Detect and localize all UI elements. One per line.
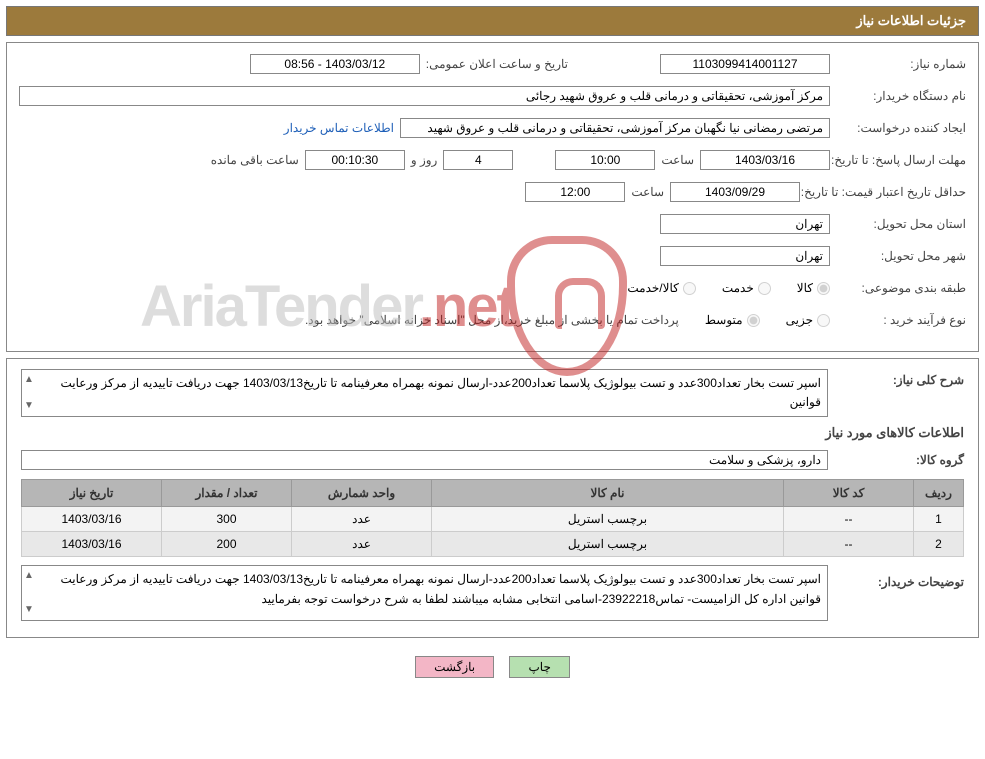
deadline-time-field: 10:00 [555, 150, 655, 170]
back-button[interactable]: بازگشت [415, 656, 494, 678]
th-unit: واحد شمارش [292, 480, 432, 507]
purchase-type-label: نوع فرآیند خرید : [836, 313, 966, 327]
buyer-org-label: نام دستگاه خریدار: [836, 89, 966, 103]
cell-date: 1403/03/16 [22, 532, 162, 557]
need-no-field: 1103099414001127 [660, 54, 830, 74]
province-field: تهران [660, 214, 830, 234]
page-title: جزئیات اطلاعات نیاز [856, 13, 966, 28]
cell-unit: عدد [292, 532, 432, 557]
city-field: تهران [660, 246, 830, 266]
table-row: 1--برچسب استریلعدد3001403/03/16 [22, 507, 964, 532]
validity-date-field: 1403/09/29 [670, 182, 800, 202]
th-qty: تعداد / مقدار [162, 480, 292, 507]
payment-note: پرداخت تمام یا بخشی از مبلغ خرید،از محل … [305, 313, 679, 327]
requester-field: مرتضی رمضانی نیا نگهبان مرکز آموزشی، تحق… [400, 118, 830, 138]
cell-qty: 200 [162, 532, 292, 557]
need-no-label: شماره نیاز: [836, 57, 966, 71]
remain-label: ساعت باقی مانده [211, 153, 299, 167]
need-desc-text: اسپر تست بخار تعداد300عدد و تست بیولوژیک… [21, 369, 828, 417]
validity-time-field: 12:00 [525, 182, 625, 202]
validity-label: حداقل تاریخ اعتبار قیمت: تا تاریخ: [806, 185, 966, 199]
category-label: طبقه بندی موضوعی: [836, 281, 966, 295]
scroll-down-icon[interactable]: ▼ [24, 398, 34, 414]
buyer-notes-label: توضیحات خریدار: [834, 565, 964, 589]
need-desc-panel: شرح کلی نیاز: اسپر تست بخار تعداد300عدد … [6, 358, 979, 638]
items-title: اطلاعات کالاهای مورد نیاز [21, 425, 964, 441]
cell-name: برچسب استریل [432, 532, 784, 557]
announce-date-label: تاریخ و ساعت اعلان عمومی: [426, 57, 568, 71]
cell-code: -- [784, 507, 914, 532]
radio-service[interactable]: خدمت [722, 281, 771, 295]
cell-qty: 300 [162, 507, 292, 532]
requester-label: ایجاد کننده درخواست: [836, 121, 966, 135]
time-label-1: ساعت [661, 153, 694, 167]
page-title-bar: جزئیات اطلاعات نیاز [6, 6, 979, 36]
scroll-down-icon[interactable]: ▼ [24, 602, 34, 618]
cell-n: 2 [914, 532, 964, 557]
announce-date-field: 1403/03/12 - 08:56 [250, 54, 420, 74]
time-label-2: ساعت [631, 185, 664, 199]
cell-date: 1403/03/16 [22, 507, 162, 532]
table-row: 2--برچسب استریلعدد2001403/03/16 [22, 532, 964, 557]
province-label: استان محل تحویل: [836, 217, 966, 231]
cell-n: 1 [914, 507, 964, 532]
items-table: ردیف کد کالا نام کالا واحد شمارش تعداد /… [21, 479, 964, 557]
radio-goods-service[interactable]: کالا/خدمت [627, 281, 695, 295]
group-label: گروه کالا: [834, 453, 964, 467]
deadline-label: مهلت ارسال پاسخ: تا تاریخ: [836, 153, 966, 167]
radio-goods[interactable]: کالا [797, 281, 830, 295]
deadline-date-field: 1403/03/16 [700, 150, 830, 170]
countdown-field: 00:10:30 [305, 150, 405, 170]
button-row: چاپ بازگشت [0, 644, 985, 696]
radio-small[interactable]: جزیی [786, 313, 830, 327]
cell-unit: عدد [292, 507, 432, 532]
need-desc-label: شرح کلی نیاز: [834, 369, 964, 387]
print-button[interactable]: چاپ [509, 656, 569, 678]
group-field: دارو، پزشکی و سلامت [21, 450, 828, 470]
days-field: 4 [443, 150, 513, 170]
scroll-up-icon[interactable]: ▲ [24, 372, 34, 388]
days-and-label: روز و [411, 153, 438, 167]
th-row: ردیف [914, 480, 964, 507]
cell-name: برچسب استریل [432, 507, 784, 532]
details-panel: شماره نیاز: 1103099414001127 تاریخ و ساع… [6, 42, 979, 352]
buyer-org-field: مرکز آموزشی، تحقیقاتی و درمانی قلب و عرو… [19, 86, 830, 106]
radio-medium[interactable]: متوسط [705, 313, 760, 327]
buyer-contact-link[interactable]: اطلاعات تماس خریدار [284, 121, 394, 135]
cell-code: -- [784, 532, 914, 557]
scroll-up-icon[interactable]: ▲ [24, 568, 34, 584]
buyer-notes-text: اسپر تست بخار تعداد300عدد و تست بیولوژیک… [21, 565, 828, 621]
city-label: شهر محل تحویل: [836, 249, 966, 263]
th-name: نام کالا [432, 480, 784, 507]
th-date: تاریخ نیاز [22, 480, 162, 507]
th-code: کد کالا [784, 480, 914, 507]
